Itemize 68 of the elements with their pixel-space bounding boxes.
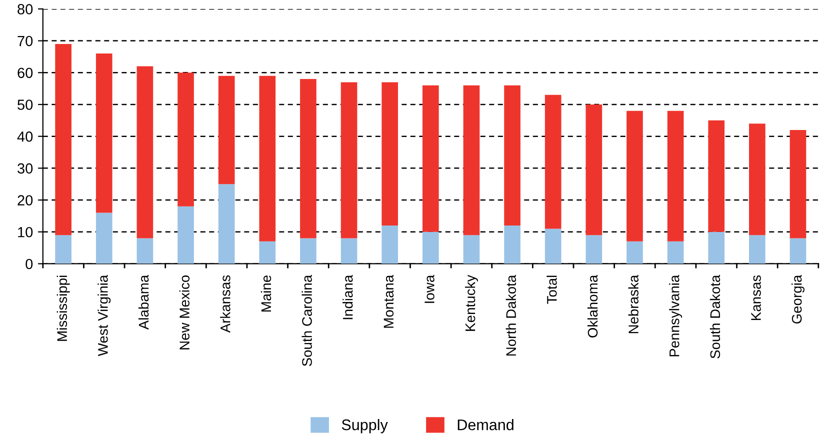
x-tick-label: South Carolina <box>302 274 312 366</box>
x-tick-label: Mississippi <box>56 276 70 341</box>
bar <box>382 226 398 264</box>
bar <box>463 235 480 264</box>
y-tick-label: 0 <box>26 258 33 270</box>
bar <box>300 79 316 238</box>
x-tick-label: Nebraska <box>628 274 638 334</box>
bar <box>422 232 439 264</box>
bar <box>708 232 725 264</box>
bar <box>749 124 766 236</box>
bar <box>667 241 684 264</box>
bar <box>586 235 602 264</box>
y-tick-label: 20 <box>18 195 33 206</box>
bar <box>96 54 112 213</box>
bar <box>790 238 806 264</box>
x-tick-label: South Dakota <box>710 274 720 358</box>
x-tick-label: Indiana <box>342 274 353 320</box>
bar <box>259 241 276 264</box>
bar <box>544 94 562 229</box>
bar <box>790 130 806 238</box>
bar <box>340 238 358 264</box>
bar <box>667 110 684 242</box>
bar <box>218 184 235 264</box>
y-tick-label: 40 <box>17 131 33 142</box>
bar <box>504 226 520 264</box>
x-tick-label: Arkansas <box>220 275 230 333</box>
x-tick-label: Maine <box>260 275 272 312</box>
bar <box>136 238 154 264</box>
bar <box>178 72 194 206</box>
x-tick-label: Kansas <box>751 275 761 320</box>
bar <box>259 76 276 242</box>
bar <box>626 110 643 242</box>
bar <box>422 85 439 232</box>
x-tick-label: North Dakota <box>506 274 516 356</box>
y-tick-label: 50 <box>18 100 33 110</box>
bar <box>586 104 602 236</box>
legend-label: Demand <box>458 419 514 430</box>
bar <box>749 235 766 264</box>
bar <box>136 66 154 238</box>
x-tick-label: Oklahoma <box>587 274 598 338</box>
bar <box>708 120 725 232</box>
bar <box>55 235 72 264</box>
x-tick-label: Alabama <box>138 274 149 330</box>
bar <box>300 238 316 264</box>
x-tick-label: Kentucky <box>464 274 478 331</box>
bar <box>218 76 235 184</box>
bar <box>463 85 480 236</box>
y-tick-label: 10 <box>18 226 33 238</box>
x-tick-label: New Mexico <box>179 275 190 350</box>
y-tick-label: 70 <box>18 36 33 46</box>
bar <box>504 85 520 226</box>
x-tick-label: Pennsylvania <box>669 274 682 356</box>
bar <box>626 241 643 264</box>
y-tick-label: 30 <box>18 163 33 174</box>
y-tick-label: 60 <box>18 68 33 78</box>
bar <box>178 206 194 264</box>
x-tick-label: Montana <box>384 274 394 328</box>
x-tick-label: Total <box>546 276 557 304</box>
bar <box>340 82 358 238</box>
legend-label: Supply <box>342 419 388 434</box>
bar <box>55 44 72 236</box>
x-tick-label: West Virginia <box>98 274 111 356</box>
x-tick-label: Iowa <box>424 274 434 303</box>
y-tick-label: 80 <box>18 4 33 14</box>
bar <box>96 212 112 264</box>
x-tick-label: Georgia <box>792 274 804 324</box>
bar <box>544 228 562 264</box>
bar <box>382 82 398 226</box>
